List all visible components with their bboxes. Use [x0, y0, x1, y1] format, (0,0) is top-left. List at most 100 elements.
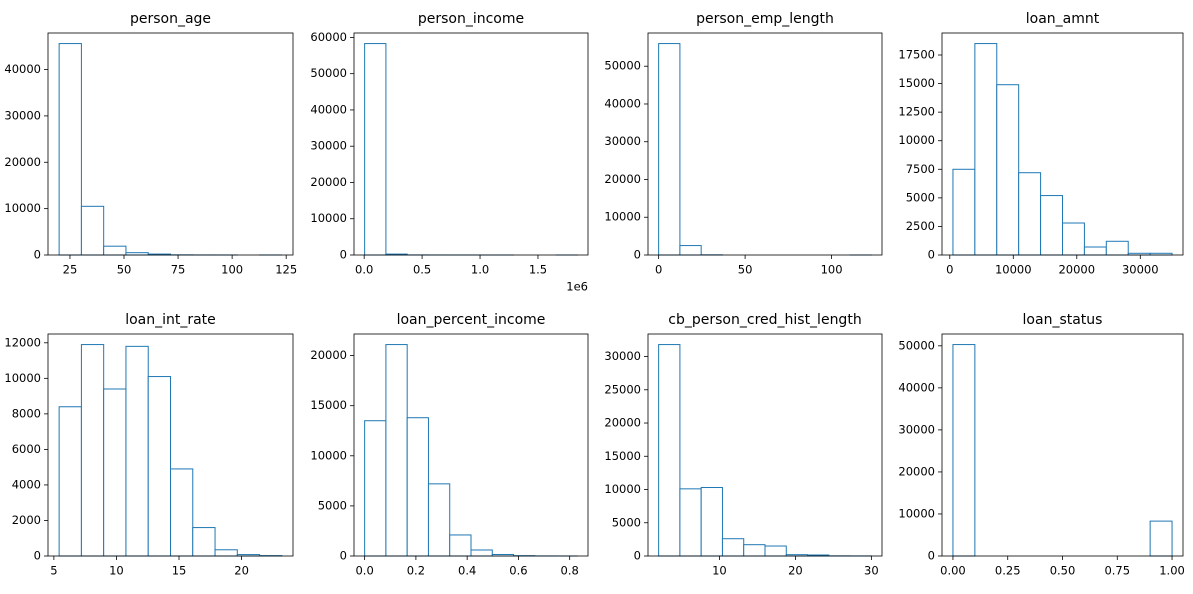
y-tick-label: 0 [928, 248, 935, 262]
y-tick-label: 0 [340, 248, 347, 262]
y-tick-label: 15000 [604, 449, 641, 463]
y-tick-label: 5000 [318, 498, 347, 512]
x-tick-label: 0.25 [995, 564, 1021, 578]
y-tick-label: 30000 [604, 134, 641, 148]
y-tick-label: 20000 [898, 464, 935, 478]
offset-text: 1e6 [566, 280, 588, 294]
x-tick-label: 0.00 [940, 564, 966, 578]
y-tick-label: 4000 [12, 477, 41, 491]
y-tick-label: 8000 [12, 406, 41, 420]
y-tick-label: 50000 [898, 338, 935, 352]
bar [471, 550, 492, 556]
axes-frame [648, 33, 882, 255]
y-tick-label: 20000 [604, 416, 641, 430]
y-tick-label: 50000 [310, 66, 347, 80]
y-tick-label: 10000 [898, 133, 935, 147]
bar [365, 44, 386, 255]
bar [81, 206, 103, 255]
subplot-title: person_age [130, 11, 211, 27]
y-tick-label: 2500 [906, 219, 935, 233]
x-tick-label: 50 [117, 263, 132, 277]
y-tick-label: 25000 [604, 382, 641, 396]
bar [1041, 196, 1063, 255]
x-tick-label: 10 [109, 564, 124, 578]
y-tick-label: 17500 [898, 48, 935, 62]
x-tick-label: 1.0 [471, 263, 489, 277]
subplot-title: person_income [418, 11, 524, 27]
subplot-title: loan_percent_income [397, 312, 546, 328]
y-tick-label: 0 [340, 549, 347, 563]
y-tick-label: 0 [634, 248, 641, 262]
y-tick-label: 40000 [4, 62, 41, 76]
bar [680, 246, 701, 255]
y-tick-label: 0 [928, 549, 935, 563]
bar [428, 484, 449, 556]
y-tick-label: 60000 [310, 30, 347, 44]
x-tick-label: 0.50 [1050, 564, 1076, 578]
y-tick-label: 20000 [604, 172, 641, 186]
x-tick-label: 15 [172, 564, 187, 578]
bar [1063, 223, 1085, 255]
y-tick-label: 30000 [4, 108, 41, 122]
bar [1084, 247, 1106, 255]
y-tick-label: 0 [634, 549, 641, 563]
x-tick-label: 0 [655, 263, 662, 277]
x-tick-label: 20 [234, 564, 249, 578]
y-tick-label: 10000 [604, 210, 641, 224]
subplot-title: cb_person_cred_hist_length [668, 312, 861, 328]
y-tick-label: 40000 [604, 96, 641, 110]
y-tick-label: 15000 [898, 76, 935, 90]
bar [450, 535, 471, 556]
x-tick-label: 100 [821, 263, 843, 277]
axes-frame [942, 334, 1183, 556]
bar [1019, 173, 1041, 255]
x-tick-label: 125 [275, 263, 297, 277]
bar [81, 345, 103, 556]
y-tick-label: 2000 [12, 513, 41, 527]
x-tick-label: 30 [864, 564, 879, 578]
bar [680, 489, 701, 556]
y-tick-label: 15000 [310, 398, 347, 412]
x-tick-label: 0.4 [458, 564, 476, 578]
y-tick-label: 10000 [310, 211, 347, 225]
x-tick-label: 1.00 [1159, 564, 1185, 578]
x-tick-label: 100 [221, 263, 243, 277]
y-tick-label: 30000 [310, 139, 347, 153]
y-tick-label: 40000 [898, 380, 935, 394]
x-tick-label: 20 [788, 564, 803, 578]
axes-frame [354, 33, 588, 255]
bar [148, 377, 170, 556]
bar [659, 345, 680, 556]
bar [953, 345, 975, 556]
y-tick-label: 20000 [310, 175, 347, 189]
bar [215, 550, 237, 556]
bar [1150, 521, 1172, 556]
x-tick-label: 5 [50, 564, 57, 578]
bar [701, 488, 722, 556]
y-tick-label: 0 [34, 549, 41, 563]
y-tick-label: 20000 [310, 348, 347, 362]
subplot-title: loan_int_rate [125, 312, 216, 328]
y-tick-label: 50000 [604, 59, 641, 73]
subplot-title: loan_amnt [1026, 11, 1100, 27]
x-tick-label: 75 [171, 263, 186, 277]
y-tick-label: 10000 [310, 448, 347, 462]
x-tick-label: 1.5 [529, 263, 547, 277]
bar [407, 418, 428, 556]
y-tick-label: 6000 [12, 442, 41, 456]
bar [59, 44, 81, 255]
x-tick-label: 0.0 [355, 564, 373, 578]
y-tick-label: 7500 [906, 162, 935, 176]
y-tick-label: 40000 [310, 102, 347, 116]
bar [126, 346, 148, 556]
bar [104, 389, 126, 556]
bar [997, 85, 1019, 255]
bar [765, 546, 786, 556]
x-tick-label: 10000 [995, 263, 1032, 277]
y-tick-label: 5000 [612, 515, 641, 529]
subplot-title: loan_status [1023, 312, 1103, 328]
bar [659, 44, 680, 255]
bar [975, 44, 997, 255]
